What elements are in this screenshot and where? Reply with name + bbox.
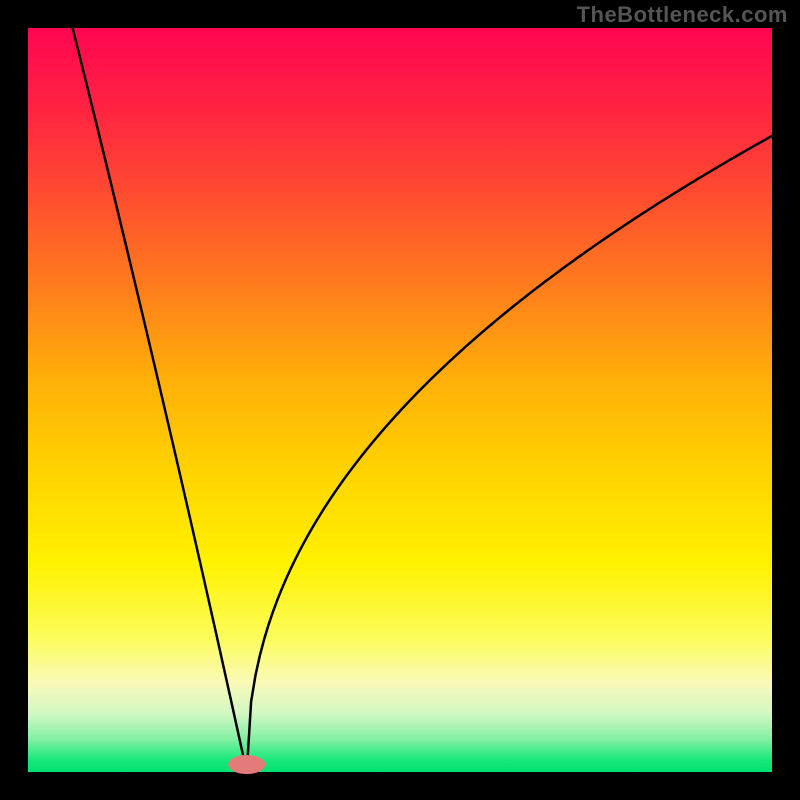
watermark-text: TheBottleneck.com — [577, 2, 788, 28]
plot-background — [28, 28, 772, 772]
cusp-marker — [229, 756, 265, 774]
